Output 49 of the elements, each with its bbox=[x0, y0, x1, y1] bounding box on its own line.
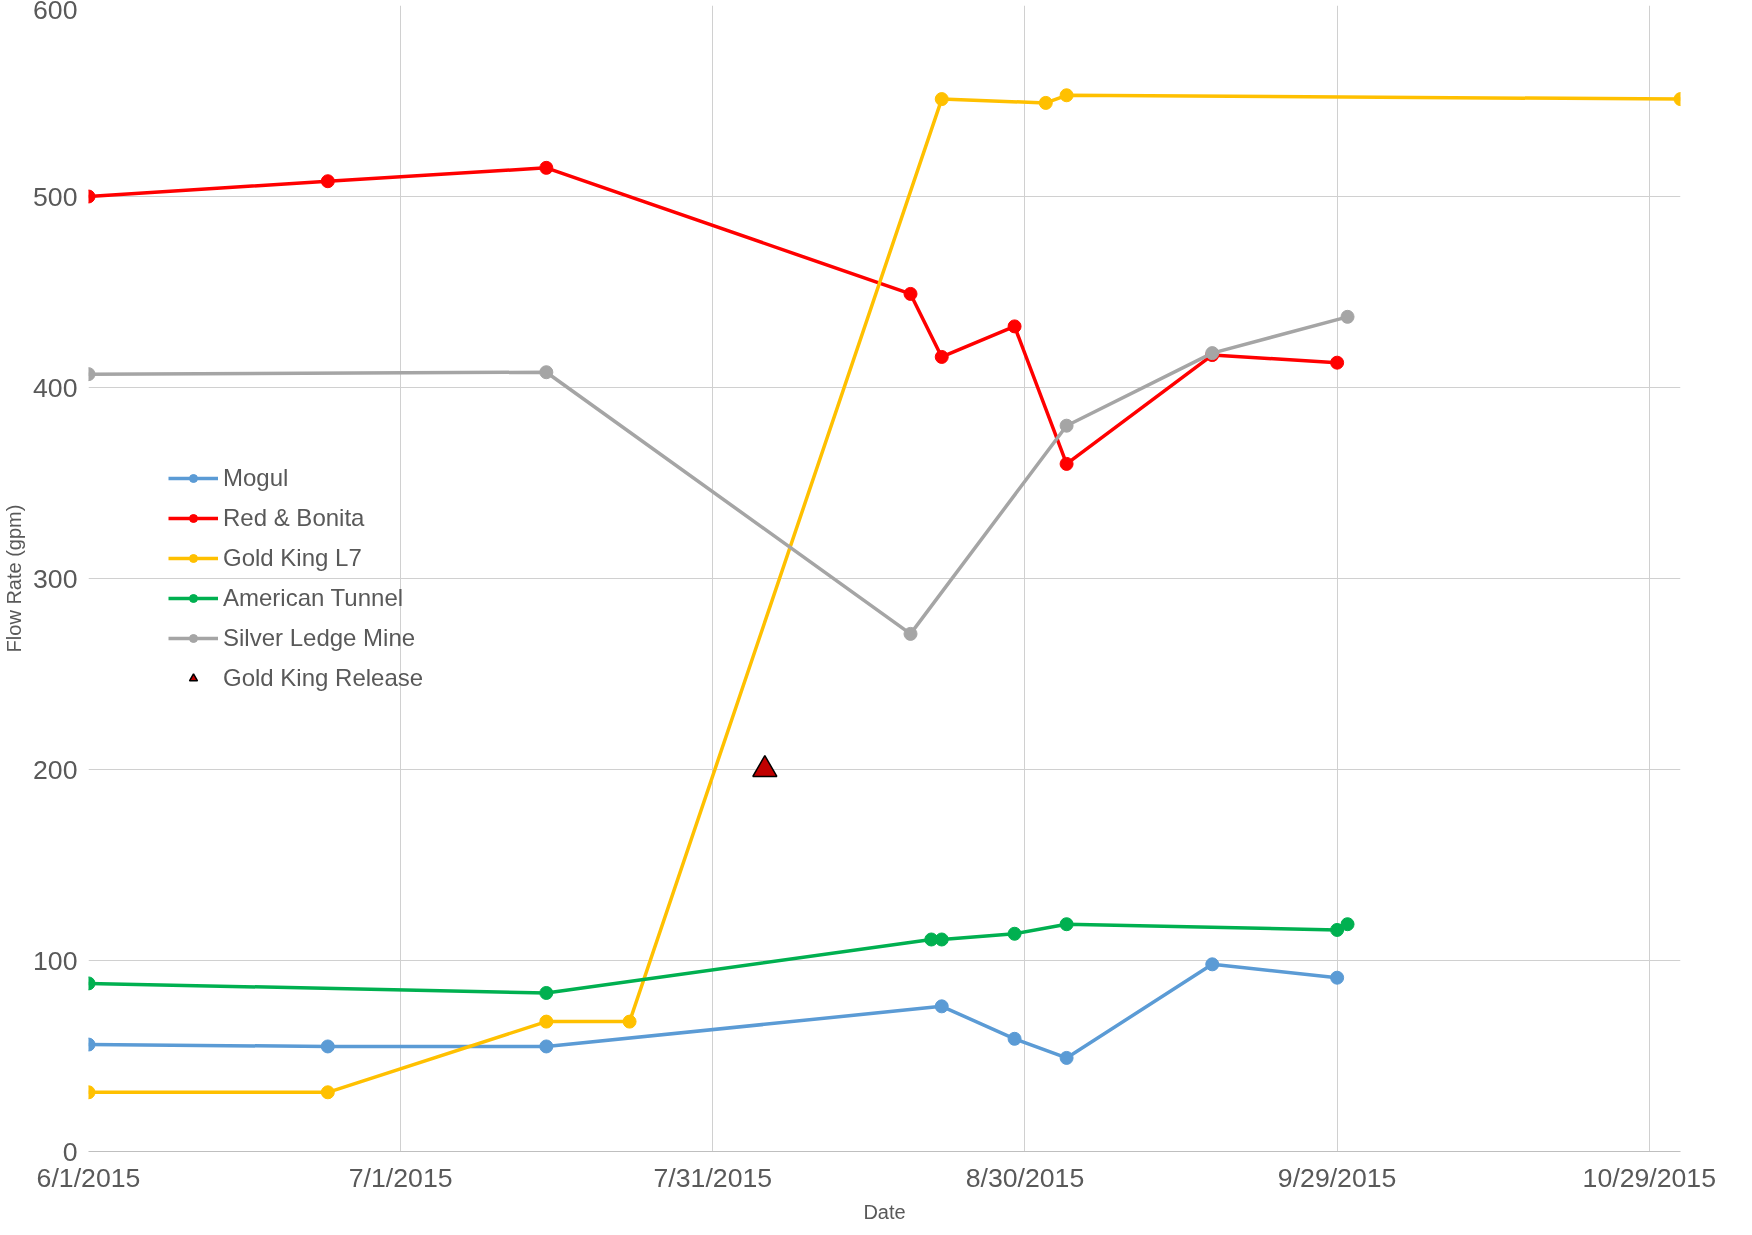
legend-label: Silver Ledge Mine bbox=[223, 624, 416, 652]
point bbox=[539, 985, 554, 1000]
point bbox=[1330, 970, 1345, 985]
point bbox=[1038, 95, 1053, 110]
point bbox=[903, 286, 918, 301]
point bbox=[539, 160, 554, 175]
point bbox=[1059, 1050, 1074, 1065]
legend-label: Gold King Release bbox=[223, 664, 424, 692]
y-tick-label: 400 bbox=[33, 372, 78, 403]
point bbox=[539, 1039, 554, 1054]
x-tick-label: 9/29/2015 bbox=[1277, 1162, 1397, 1193]
point bbox=[1205, 957, 1220, 972]
point bbox=[1340, 917, 1355, 932]
point bbox=[1007, 1031, 1022, 1046]
point bbox=[934, 349, 949, 364]
point bbox=[1059, 88, 1074, 103]
x-tick-label: 7/31/2015 bbox=[653, 1162, 773, 1193]
point bbox=[1007, 319, 1022, 334]
legend-label: Gold King L7 bbox=[223, 544, 362, 572]
y-tick-label: 300 bbox=[33, 563, 78, 594]
point bbox=[934, 92, 949, 107]
point bbox=[1059, 456, 1074, 471]
point bbox=[1059, 418, 1074, 433]
point bbox=[903, 626, 918, 641]
legend-label: Mogul bbox=[223, 464, 289, 492]
y-tick-label: 600 bbox=[33, 0, 78, 25]
point bbox=[539, 1014, 554, 1029]
y-axis-title: Flow Rate (gpm) bbox=[3, 504, 26, 653]
point bbox=[320, 1039, 335, 1054]
legend-label: Red & Bonita bbox=[223, 504, 365, 532]
point bbox=[1330, 922, 1345, 937]
legend-label: American Tunnel bbox=[223, 584, 404, 612]
x-axis-title: Date bbox=[863, 1200, 906, 1223]
point bbox=[320, 174, 335, 189]
point bbox=[934, 999, 949, 1014]
point bbox=[622, 1014, 637, 1029]
point bbox=[934, 932, 949, 947]
y-tick-label: 100 bbox=[33, 945, 78, 976]
x-tick-label: 10/29/2015 bbox=[1582, 1162, 1716, 1193]
point bbox=[1340, 309, 1355, 324]
point bbox=[539, 365, 554, 380]
x-tick-label: 7/1/2015 bbox=[348, 1162, 453, 1193]
y-tick-label: 500 bbox=[33, 181, 78, 212]
y-tick-label: 200 bbox=[33, 754, 78, 785]
point bbox=[1007, 926, 1022, 941]
point bbox=[320, 1085, 335, 1100]
point bbox=[1059, 917, 1074, 932]
point bbox=[1330, 355, 1345, 370]
x-tick-label: 8/30/2015 bbox=[965, 1162, 1085, 1193]
